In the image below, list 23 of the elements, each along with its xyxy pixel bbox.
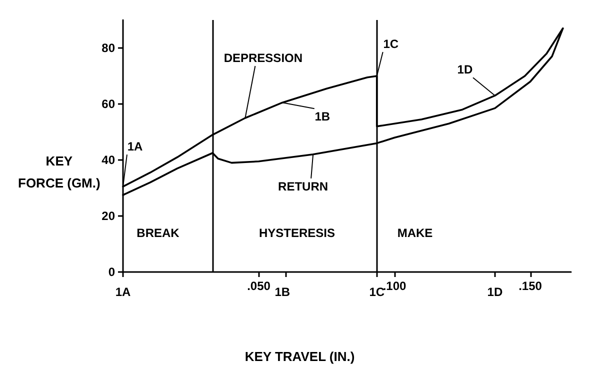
text: 1D	[487, 285, 503, 299]
text: 1C	[369, 285, 385, 299]
annotation: 1D	[457, 62, 473, 77]
text: 1B	[274, 285, 290, 299]
annotation: MAKE	[397, 226, 433, 240]
y-tick-label: 0	[108, 265, 116, 279]
annotation: BREAK	[136, 226, 180, 240]
y-tick-label: 80	[102, 41, 116, 55]
y-axis-title: KEY FORCE (GM.)	[18, 154, 100, 190]
x-tick-label: .150	[518, 279, 542, 293]
x-tick-label: .050	[247, 279, 271, 293]
annotation: 1C	[383, 37, 399, 51]
y-tick-label: 40	[102, 153, 116, 167]
annotation: HYSTERESIS	[258, 226, 336, 240]
annotation: 1B	[314, 110, 330, 124]
annotation: 1A	[127, 140, 143, 154]
annotation: RETURN	[278, 179, 328, 194]
text: 1A	[115, 285, 131, 299]
y-tick-label: 20	[102, 209, 116, 223]
annotation: DEPRESSION	[224, 51, 303, 65]
y-tick-label: 60	[102, 97, 116, 111]
x-tick-label: .100	[382, 279, 407, 293]
x-axis-title: KEY TRAVEL (IN.)	[244, 349, 355, 364]
